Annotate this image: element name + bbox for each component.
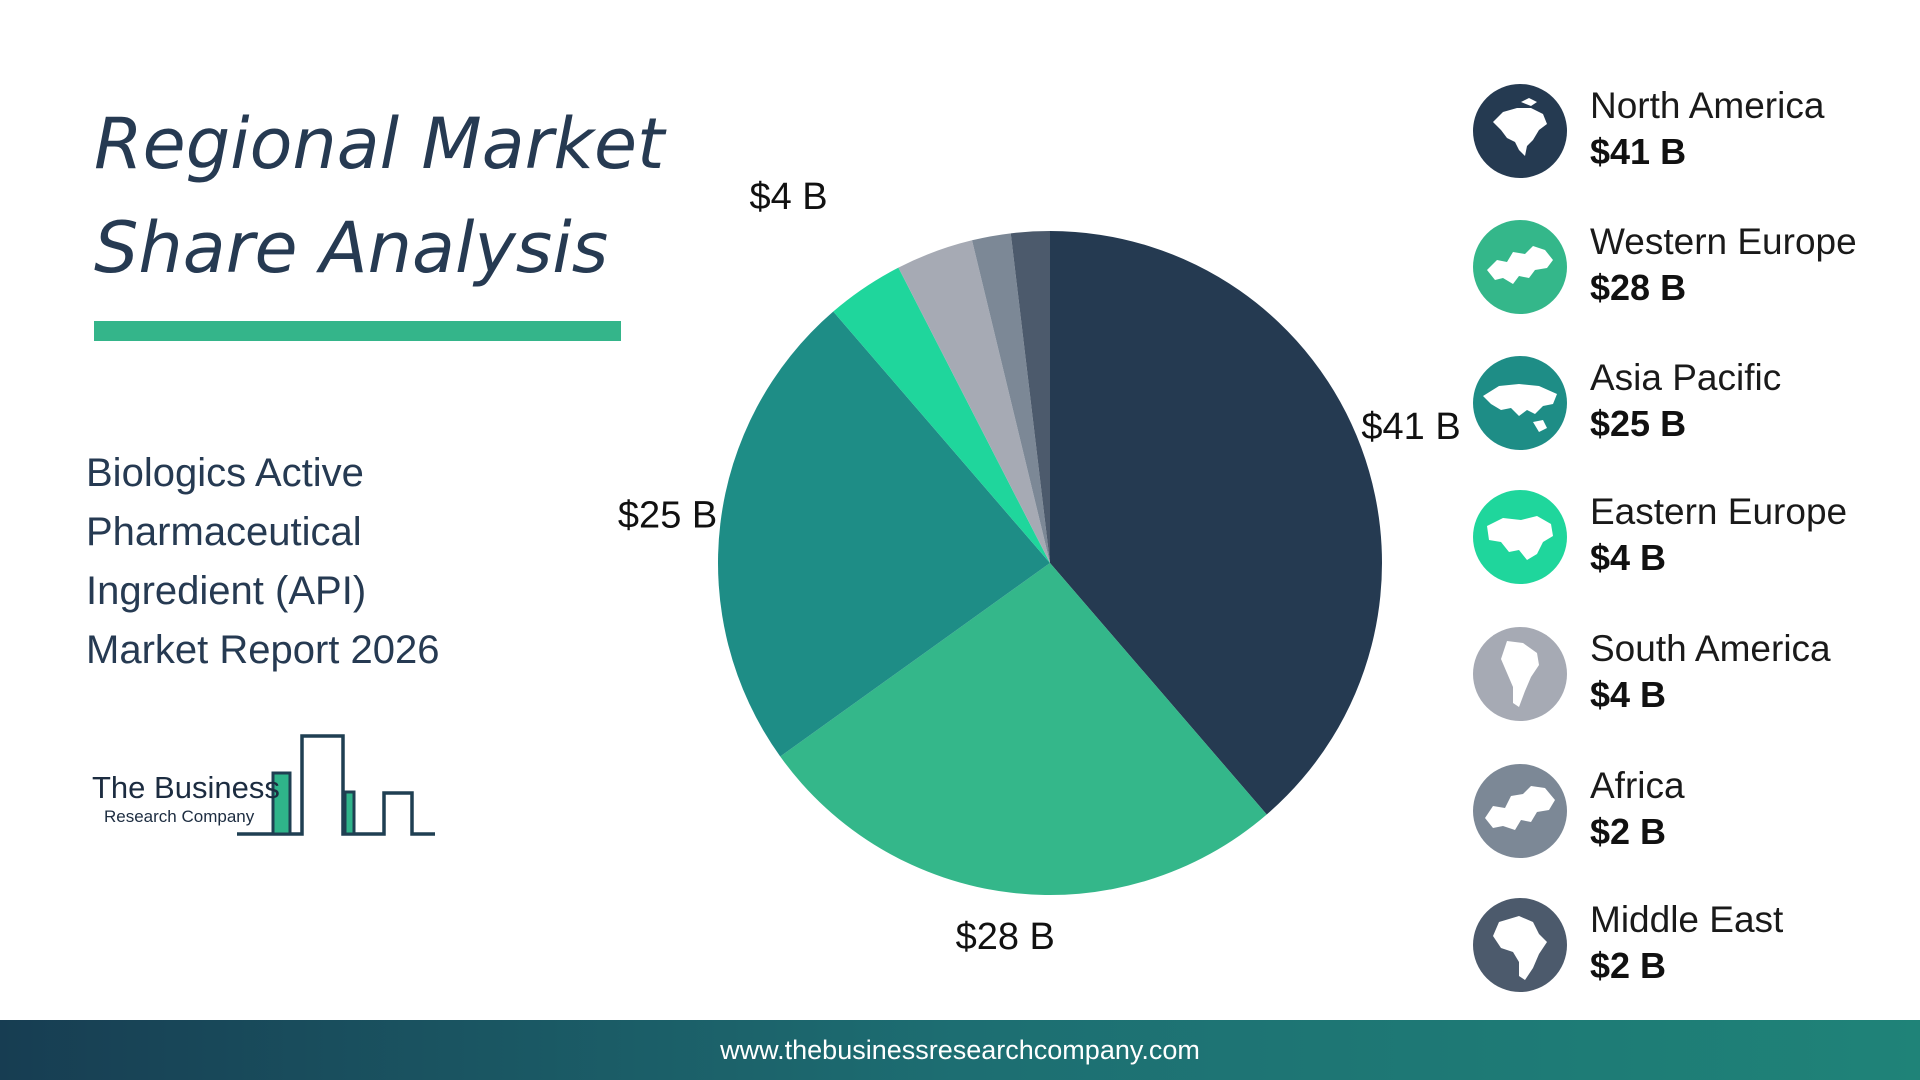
pie-slice-eastern-europe bbox=[833, 267, 1050, 563]
legend-label: Eastern Europe bbox=[1590, 491, 1848, 532]
page-title: Regional Market Share Analysis bbox=[94, 92, 665, 300]
subtitle-line-3: Ingredient (API) bbox=[86, 569, 367, 613]
pie-slice-middle-east bbox=[1010, 231, 1050, 563]
report-subtitle: Biologics Active Pharmaceutical Ingredie… bbox=[86, 444, 526, 680]
logo-subtitle: Research Company bbox=[104, 807, 255, 826]
legend-item-north-america: North America $41 B bbox=[1470, 82, 1910, 182]
legend-value: $2 B bbox=[1590, 945, 1667, 986]
legend-item-middle-east: Middle East $2 B bbox=[1470, 896, 1910, 996]
legend-value: $25 B bbox=[1590, 403, 1687, 444]
legend-item-western-europe: Western Europe $28 B bbox=[1470, 218, 1910, 318]
pie-slice-western-europe bbox=[780, 563, 1267, 895]
legend-item-asia-pacific: Asia Pacific $25 B bbox=[1470, 354, 1910, 454]
footer-website-link[interactable]: www.thebusinessresearchcompany.com bbox=[720, 1035, 1200, 1065]
title-line-2: Share Analysis bbox=[94, 207, 609, 289]
europe-icon bbox=[1473, 220, 1567, 314]
legend-label: Africa bbox=[1590, 765, 1685, 806]
footer-bar: www.thebusinessresearchcompany.com bbox=[0, 1020, 1920, 1080]
south-america-icon bbox=[1473, 627, 1567, 721]
legend-value: $4 B bbox=[1590, 537, 1667, 578]
legend-label: North America bbox=[1590, 85, 1825, 126]
europe-map-icon bbox=[1473, 764, 1567, 858]
pie-chart: $41 B$28 B$25 B$4 B$4 B$2 B$2 B bbox=[618, 176, 1460, 958]
pie-slice-north-america bbox=[1050, 231, 1382, 815]
pie-data-label: $25 B bbox=[618, 494, 717, 536]
buildings-logo-icon bbox=[237, 734, 435, 836]
subtitle-line-2: Pharmaceutical bbox=[86, 510, 362, 554]
pie-data-label: $41 B bbox=[1361, 406, 1460, 448]
legend-item-south-america: South America $4 B bbox=[1470, 625, 1910, 725]
logo-name: The Business bbox=[92, 770, 280, 805]
north-america-icon bbox=[1473, 84, 1567, 178]
title-line-1: Regional Market bbox=[94, 103, 665, 185]
legend-item-africa: Africa $2 B bbox=[1470, 762, 1910, 862]
legend-label: Asia Pacific bbox=[1590, 357, 1782, 398]
legend-label: Middle East bbox=[1590, 899, 1784, 940]
africa-icon bbox=[1473, 898, 1567, 992]
pie-slice-africa bbox=[972, 233, 1050, 564]
title-underline-bar bbox=[94, 321, 621, 341]
legend-value: $28 B bbox=[1590, 267, 1687, 308]
company-logo: The Business Research Company bbox=[92, 730, 437, 842]
subtitle-line-4: Market Report 2026 bbox=[86, 628, 440, 672]
legend-item-eastern-europe: Eastern Europe $4 B bbox=[1470, 488, 1910, 588]
subtitle-line-1: Biologics Active bbox=[86, 451, 364, 495]
legend-label: Western Europe bbox=[1590, 221, 1857, 262]
legend-value: $41 B bbox=[1590, 131, 1687, 172]
pie-data-label: $4 B bbox=[749, 176, 827, 218]
pie-slice-asia-pacific bbox=[718, 311, 1050, 757]
asia-icon bbox=[1473, 356, 1567, 450]
legend-value: $4 B bbox=[1590, 674, 1667, 715]
pie-slice-south-america bbox=[898, 240, 1050, 563]
pie-data-label: $28 B bbox=[956, 916, 1055, 958]
legend-label: South America bbox=[1590, 628, 1831, 669]
legend-value: $2 B bbox=[1590, 811, 1667, 852]
middle-east-map-icon bbox=[1473, 490, 1567, 584]
